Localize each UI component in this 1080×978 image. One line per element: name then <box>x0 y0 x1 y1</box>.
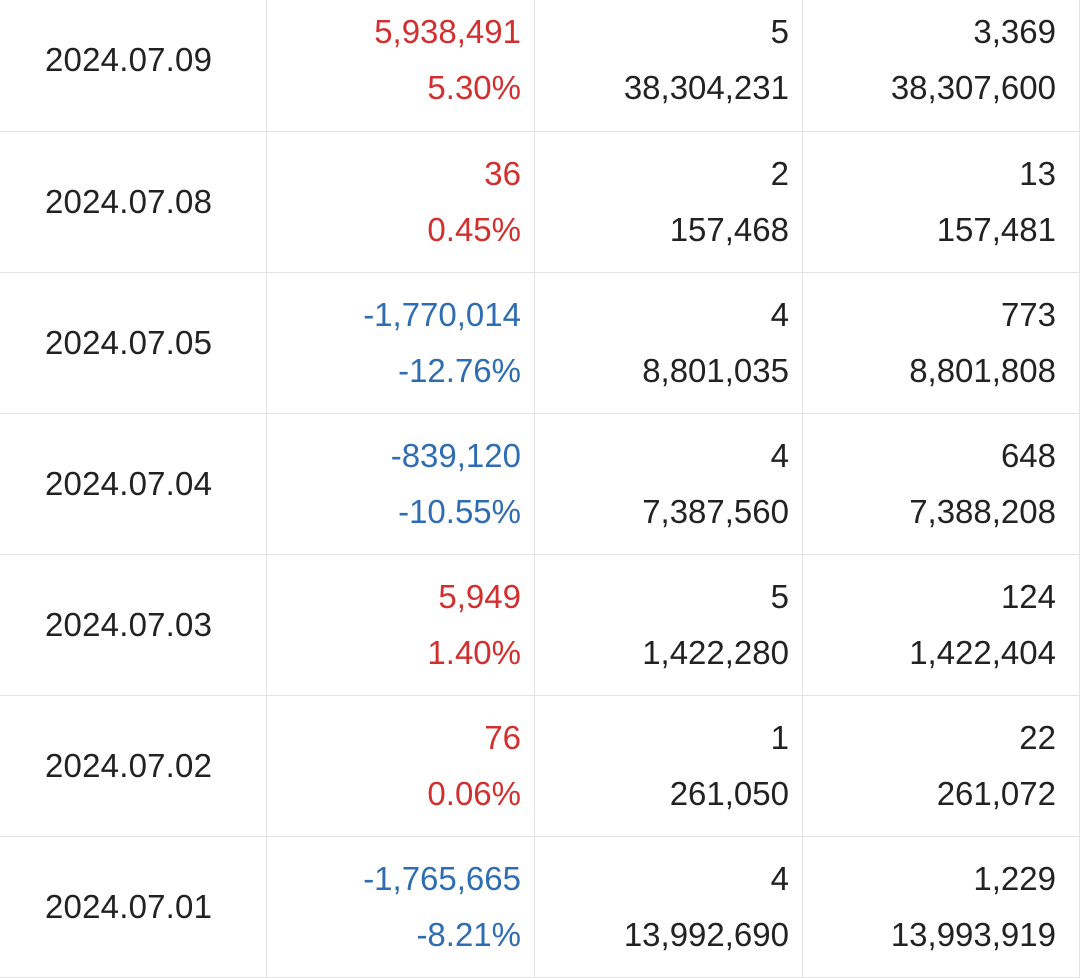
change-cell: 36 0.45% <box>267 132 535 272</box>
total-bottom-value: 8,801,808 <box>909 352 1056 389</box>
total-bottom-value: 13,993,919 <box>890 916 1056 953</box>
table-row[interactable]: 2024.07.04 -839,120 -10.55% 4 7,387,560 … <box>0 414 1080 555</box>
total-top-value: 3,369 <box>973 13 1056 50</box>
change-percent: -8.21% <box>416 916 521 953</box>
date-label: 2024.07.05 <box>45 324 213 361</box>
change-value: -1,770,014 <box>363 296 521 333</box>
total-top-value: 1,229 <box>973 860 1056 897</box>
mid-bottom-value: 157,468 <box>669 211 789 248</box>
change-value: 36 <box>484 155 521 192</box>
mid-cell: 4 13,992,690 <box>535 837 803 977</box>
change-cell: -839,120 -10.55% <box>267 414 535 554</box>
change-value: -1,765,665 <box>363 860 521 897</box>
change-cell: 5,949 1.40% <box>267 555 535 695</box>
total-top-value: 13 <box>1019 155 1056 192</box>
mid-top-value: 1 <box>770 719 789 756</box>
date-label: 2024.07.08 <box>45 183 213 220</box>
total-cell: 648 7,388,208 <box>803 414 1080 554</box>
total-top-value: 22 <box>1019 719 1056 756</box>
change-cell: -1,765,665 -8.21% <box>267 837 535 977</box>
mid-top-value: 4 <box>770 437 789 474</box>
mid-bottom-value: 8,801,035 <box>642 352 789 389</box>
change-percent: 1.40% <box>427 634 521 671</box>
table-row[interactable]: 2024.07.09 5,938,491 5.30% 5 38,304,231 … <box>0 0 1080 132</box>
date-cell: 2024.07.01 <box>0 837 267 977</box>
total-top-value: 124 <box>1000 578 1056 615</box>
total-bottom-value: 157,481 <box>936 211 1056 248</box>
total-cell: 124 1,422,404 <box>803 555 1080 695</box>
mid-top-value: 2 <box>770 155 789 192</box>
total-top-value: 648 <box>1000 437 1056 474</box>
total-cell: 13 157,481 <box>803 132 1080 272</box>
total-bottom-value: 1,422,404 <box>909 634 1056 671</box>
total-cell: 3,369 38,307,600 <box>803 0 1080 131</box>
date-cell: 2024.07.04 <box>0 414 267 554</box>
date-label: 2024.07.03 <box>45 606 213 643</box>
change-cell: 5,938,491 5.30% <box>267 0 535 131</box>
mid-cell: 2 157,468 <box>535 132 803 272</box>
change-percent: -12.76% <box>398 352 521 389</box>
mid-cell: 4 7,387,560 <box>535 414 803 554</box>
mid-bottom-value: 7,387,560 <box>642 493 789 530</box>
change-value: 5,949 <box>438 578 521 615</box>
total-bottom-value: 7,388,208 <box>909 493 1056 530</box>
total-bottom-value: 261,072 <box>936 775 1056 812</box>
mid-top-value: 5 <box>770 13 789 50</box>
date-cell: 2024.07.09 <box>0 0 267 131</box>
change-percent: 0.45% <box>427 211 521 248</box>
change-percent: 0.06% <box>427 775 521 812</box>
date-cell: 2024.07.02 <box>0 696 267 836</box>
mid-top-value: 4 <box>770 860 789 897</box>
mid-top-value: 4 <box>770 296 789 333</box>
date-label: 2024.07.09 <box>45 41 213 78</box>
change-value: 76 <box>484 719 521 756</box>
date-cell: 2024.07.08 <box>0 132 267 272</box>
total-cell: 22 261,072 <box>803 696 1080 836</box>
mid-cell: 5 38,304,231 <box>535 0 803 131</box>
total-bottom-value: 38,307,600 <box>890 69 1056 106</box>
mid-cell: 4 8,801,035 <box>535 273 803 413</box>
change-percent: 5.30% <box>427 69 521 106</box>
change-value: 5,938,491 <box>374 13 521 50</box>
change-percent: -10.55% <box>398 493 521 530</box>
mid-cell: 1 261,050 <box>535 696 803 836</box>
date-cell: 2024.07.05 <box>0 273 267 413</box>
table-row[interactable]: 2024.07.03 5,949 1.40% 5 1,422,280 124 1… <box>0 555 1080 696</box>
date-label: 2024.07.04 <box>45 465 213 502</box>
table-row[interactable]: 2024.07.08 36 0.45% 2 157,468 13 157,481 <box>0 132 1080 273</box>
change-cell: -1,770,014 -12.76% <box>267 273 535 413</box>
change-value: -839,120 <box>390 437 521 474</box>
mid-bottom-value: 13,992,690 <box>623 916 789 953</box>
mid-bottom-value: 1,422,280 <box>642 634 789 671</box>
mid-top-value: 5 <box>770 578 789 615</box>
total-top-value: 773 <box>1000 296 1056 333</box>
mid-bottom-value: 38,304,231 <box>623 69 789 106</box>
mid-bottom-value: 261,050 <box>669 775 789 812</box>
table-row[interactable]: 2024.07.01 -1,765,665 -8.21% 4 13,992,69… <box>0 837 1080 978</box>
date-cell: 2024.07.03 <box>0 555 267 695</box>
total-cell: 1,229 13,993,919 <box>803 837 1080 977</box>
table-row[interactable]: 2024.07.02 76 0.06% 1 261,050 22 261,072 <box>0 696 1080 837</box>
table-row[interactable]: 2024.07.05 -1,770,014 -12.76% 4 8,801,03… <box>0 273 1080 414</box>
date-label: 2024.07.02 <box>45 747 213 784</box>
change-cell: 76 0.06% <box>267 696 535 836</box>
mid-cell: 5 1,422,280 <box>535 555 803 695</box>
date-label: 2024.07.01 <box>45 888 213 925</box>
total-cell: 773 8,801,808 <box>803 273 1080 413</box>
